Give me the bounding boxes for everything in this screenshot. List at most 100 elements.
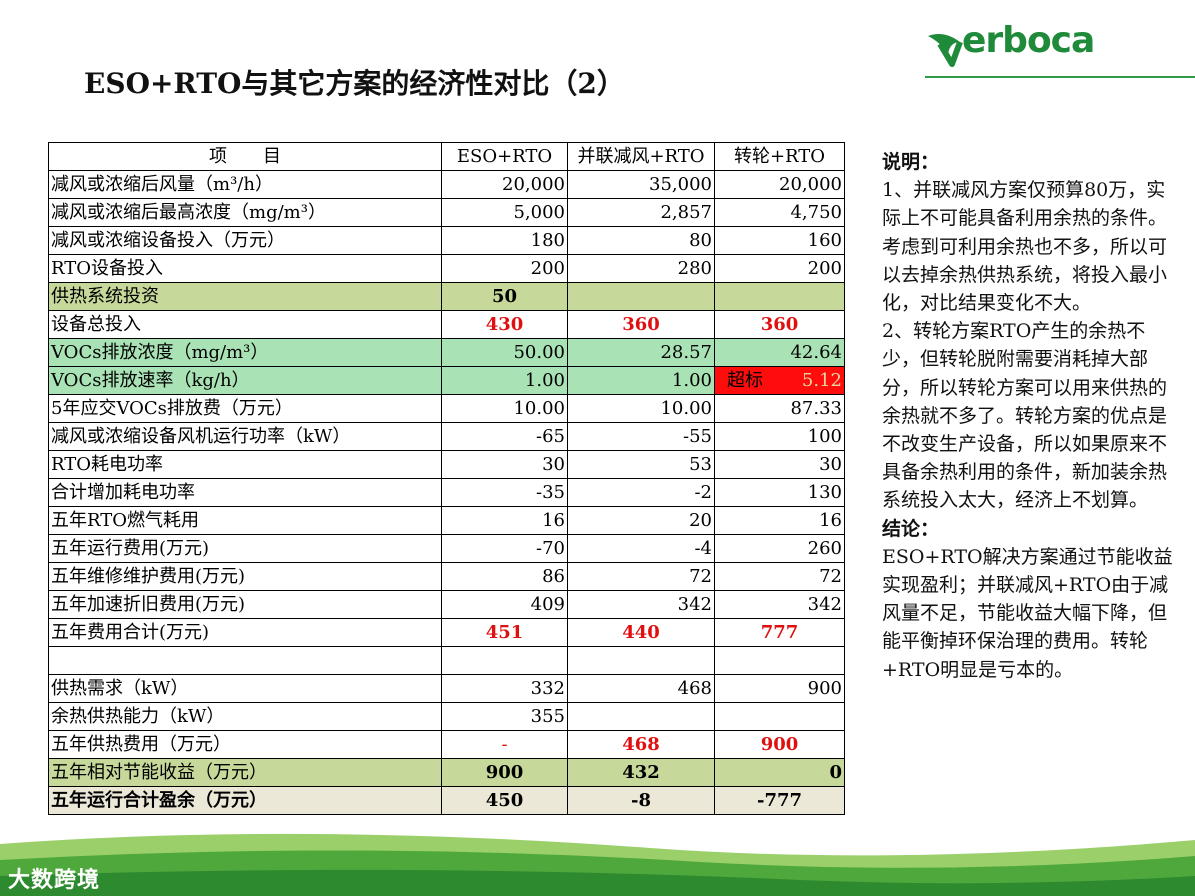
table-row: 五年维修维护费用(万元) 86 72 72 <box>48 562 845 591</box>
cell-parallel <box>567 282 715 311</box>
row-label: 五年维修维护费用(万元) <box>48 562 442 591</box>
row-label: 合计增加耗电功率 <box>48 478 442 507</box>
table-row: 供热系统投资 50 <box>48 282 845 311</box>
cell-rotor: 777 <box>714 618 845 647</box>
leaf-logo-icon <box>928 34 963 67</box>
row-label: 五年运行合计盈余（万元） <box>48 786 442 815</box>
cell-rotor: 16 <box>714 506 845 535</box>
table-row-empty <box>48 646 845 675</box>
cell-parallel: 440 <box>567 618 715 647</box>
cell-eso: - <box>441 730 568 759</box>
table-row: VOCs排放浓度（mg/m³） 50.00 28.57 42.64 <box>48 338 845 367</box>
cell-eso: 900 <box>441 758 568 787</box>
table-row-total: 五年运行合计盈余（万元） 450 -8 -777 <box>48 786 845 815</box>
cell-eso: 50.00 <box>441 338 568 367</box>
row-label: RTO耗电功率 <box>48 450 442 479</box>
row-label: 余热供热能力（kW） <box>48 702 442 731</box>
cell-parallel: 28.57 <box>567 338 715 367</box>
cell-rotor: 200 <box>714 254 845 283</box>
cell-eso: -65 <box>441 422 568 451</box>
table-row: 五年相对节能收益（万元） 900 432 0 <box>48 758 845 787</box>
cell-parallel: 1.00 <box>567 366 715 395</box>
cell-rotor: 900 <box>714 674 845 703</box>
table-row: 合计增加耗电功率 -35 -2 130 <box>48 478 845 507</box>
table-row: 设备总投入 430 360 360 <box>48 310 845 339</box>
cell-eso: -70 <box>441 534 568 563</box>
row-label: 五年供热费用（万元） <box>48 730 442 759</box>
table-row: 五年运行费用(万元) -70 -4 260 <box>48 534 845 563</box>
table-row: RTO耗电功率 30 53 30 <box>48 450 845 479</box>
row-label: 五年运行费用(万元) <box>48 534 442 563</box>
cell-parallel: 468 <box>567 674 715 703</box>
cell-eso: 30 <box>441 450 568 479</box>
alert-value: 5.12 <box>801 370 842 391</box>
cell-parallel: 53 <box>567 450 715 479</box>
logo-text: erboca <box>962 20 1095 61</box>
header-divider <box>925 76 1195 78</box>
table-row: 减风或浓缩后最高浓度（mg/m³） 5,000 2,857 4,750 <box>48 198 845 227</box>
cell-rotor: 4,750 <box>714 198 845 227</box>
cell-parallel: 342 <box>567 590 715 619</box>
cell-parallel: 468 <box>567 730 715 759</box>
cell-parallel: 10.00 <box>567 394 715 423</box>
row-label: RTO设备投入 <box>48 254 442 283</box>
cell-eso: 180 <box>441 226 568 255</box>
row-label: 五年加速折旧费用(万元) <box>48 590 442 619</box>
table-row: 供热需求（kW） 332 468 900 <box>48 674 845 703</box>
cell-eso <box>441 646 568 675</box>
notes-panel: 说明： 1、并联减风方案仅预算80万，实际上不可能具备利用余热的条件。考虑到可利… <box>882 148 1177 684</box>
footer-brand: 大数跨境 <box>8 868 101 893</box>
table-row: 减风或浓缩设备风机运行功率（kW） -65 -55 100 <box>48 422 845 451</box>
page-title: ESO+RTO与其它方案的经济性对比（2） <box>84 67 625 100</box>
cell-rotor: 0 <box>714 758 845 787</box>
cell-rotor: 342 <box>714 590 845 619</box>
table-row: VOCs排放速率（kg/h） 1.00 1.00 超标 5.12 <box>48 366 845 395</box>
table-row: 五年供热费用（万元） - 468 900 <box>48 730 845 759</box>
cell-parallel: 2,857 <box>567 198 715 227</box>
cell-rotor: 87.33 <box>714 394 845 423</box>
cell-eso: 86 <box>441 562 568 591</box>
cell-rotor: 130 <box>714 478 845 507</box>
comparison-table: 项 目 ESO+RTO 并联减风+RTO 转轮+RTO 减风或浓缩后风量（m³/… <box>48 142 845 815</box>
cell-eso: 16 <box>441 506 568 535</box>
row-label: 设备总投入 <box>48 310 442 339</box>
table-row: 减风或浓缩设备投入（万元） 180 80 160 <box>48 226 845 255</box>
cell-parallel: 72 <box>567 562 715 591</box>
cell-parallel: -8 <box>567 786 715 815</box>
cell-rotor <box>714 702 845 731</box>
row-label: 五年相对节能收益（万元） <box>48 758 442 787</box>
cell-eso: 430 <box>441 310 568 339</box>
conclusion-paragraph: ESO+RTO解决方案通过节能收益实现盈利；并联减风+RTO由于减风量不足，节能… <box>882 545 1173 681</box>
table-row: 五年费用合计(万元) 451 440 777 <box>48 618 845 647</box>
row-label: 5年应交VOCs排放费（万元） <box>48 394 442 423</box>
row-label: 五年费用合计(万元) <box>48 618 442 647</box>
header-parallel-rto: 并联减风+RTO <box>567 142 715 171</box>
cell-rotor: 260 <box>714 534 845 563</box>
note-paragraph-1: 1、并联减风方案仅预算80万，实际上不可能具备利用余热的条件。考虑到可利用余热也… <box>882 179 1168 315</box>
cell-parallel: 360 <box>567 310 715 339</box>
row-label: VOCs排放速率（kg/h） <box>48 366 442 395</box>
cell-eso: 409 <box>441 590 568 619</box>
note-paragraph-2: 2、转轮方案RTO产生的余热不少，但转轮脱附需要消耗掉大部分，所以转轮方案可以用… <box>882 320 1168 512</box>
cell-eso: 332 <box>441 674 568 703</box>
cell-eso: 20,000 <box>441 170 568 199</box>
cell-parallel: 432 <box>567 758 715 787</box>
row-label: 减风或浓缩后最高浓度（mg/m³） <box>48 198 442 227</box>
cell-eso: 355 <box>441 702 568 731</box>
cell-parallel: -4 <box>567 534 715 563</box>
cell-rotor: 160 <box>714 226 845 255</box>
table-row: RTO设备投入 200 280 200 <box>48 254 845 283</box>
table-row: 余热供热能力（kW） 355 <box>48 702 845 731</box>
row-label <box>48 646 442 675</box>
conclusion-heading: 结论： <box>882 517 940 540</box>
cell-eso: 450 <box>441 786 568 815</box>
row-label: 减风或浓缩设备风机运行功率（kW） <box>48 422 442 451</box>
cell-rotor: 900 <box>714 730 845 759</box>
table-row: 5年应交VOCs排放费（万元） 10.00 10.00 87.33 <box>48 394 845 423</box>
cell-rotor-alert: 超标 5.12 <box>714 366 845 395</box>
cell-eso: 50 <box>441 282 568 311</box>
cell-parallel <box>567 702 715 731</box>
cell-parallel: 80 <box>567 226 715 255</box>
cell-eso: 1.00 <box>441 366 568 395</box>
cell-parallel <box>567 646 715 675</box>
